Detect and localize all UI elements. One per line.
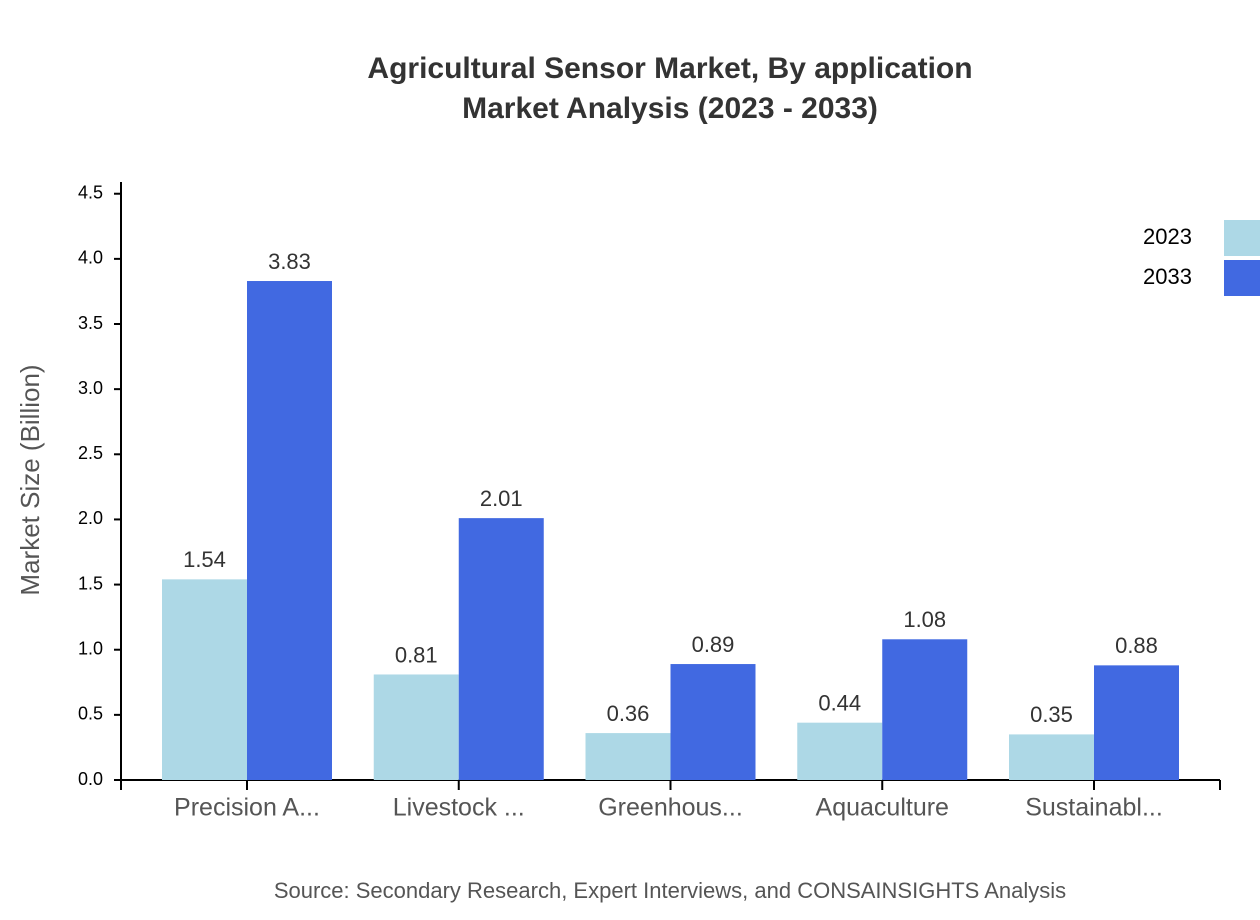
- y-tick-label: 2.0: [78, 508, 103, 528]
- y-tick-label: 0.0: [78, 769, 103, 789]
- bar: [797, 722, 883, 780]
- value-label: 1.08: [903, 607, 946, 632]
- y-tick-label: 1.0: [78, 638, 103, 658]
- y-tick-label: 0.5: [78, 704, 103, 724]
- bar: [162, 579, 247, 780]
- legend-swatch: [1224, 260, 1260, 296]
- x-tick-label: Greenhous...: [598, 794, 743, 822]
- legend-label: 2033: [1143, 264, 1192, 289]
- bar: [373, 674, 459, 780]
- x-tick-label: Livestock ...: [393, 794, 525, 822]
- value-label: 3.83: [268, 249, 311, 274]
- x-tick-label: Sustainabl...: [1025, 794, 1163, 822]
- bar: [882, 639, 968, 780]
- value-label: 1.54: [183, 547, 226, 572]
- y-tick-label: 3.0: [78, 378, 103, 398]
- y-axis-label: Market Size (Billion): [15, 364, 45, 595]
- bar: [585, 733, 671, 780]
- value-label: 0.44: [818, 690, 861, 715]
- bar: [1094, 665, 1179, 780]
- y-tick-label: 1.5: [78, 573, 103, 593]
- chart-subtitle: Market Analysis (2023 - 2033): [462, 92, 878, 125]
- source-note: Source: Secondary Research, Expert Inter…: [274, 878, 1066, 903]
- bar: [458, 518, 544, 780]
- bar: [670, 664, 756, 780]
- chart-title: Agricultural Sensor Market, By applicati…: [367, 52, 972, 85]
- bar: [1009, 734, 1094, 780]
- x-tick-label: Precision A...: [174, 794, 320, 822]
- legend-label: 2023: [1143, 224, 1192, 249]
- y-tick-label: 3.5: [78, 313, 103, 333]
- y-tick-label: 4.5: [78, 182, 103, 202]
- value-label: 0.35: [1030, 702, 1073, 727]
- y-tick-label: 4.0: [78, 248, 103, 268]
- value-label: 0.81: [395, 642, 438, 667]
- value-label: 0.36: [607, 701, 650, 726]
- value-label: 2.01: [480, 486, 523, 511]
- x-tick-label: Aquaculture: [816, 794, 949, 822]
- legend-swatch: [1224, 220, 1260, 256]
- value-label: 0.89: [692, 632, 735, 657]
- y-tick-label: 2.5: [78, 443, 103, 463]
- bar: [247, 281, 332, 780]
- value-label: 0.88: [1115, 633, 1158, 658]
